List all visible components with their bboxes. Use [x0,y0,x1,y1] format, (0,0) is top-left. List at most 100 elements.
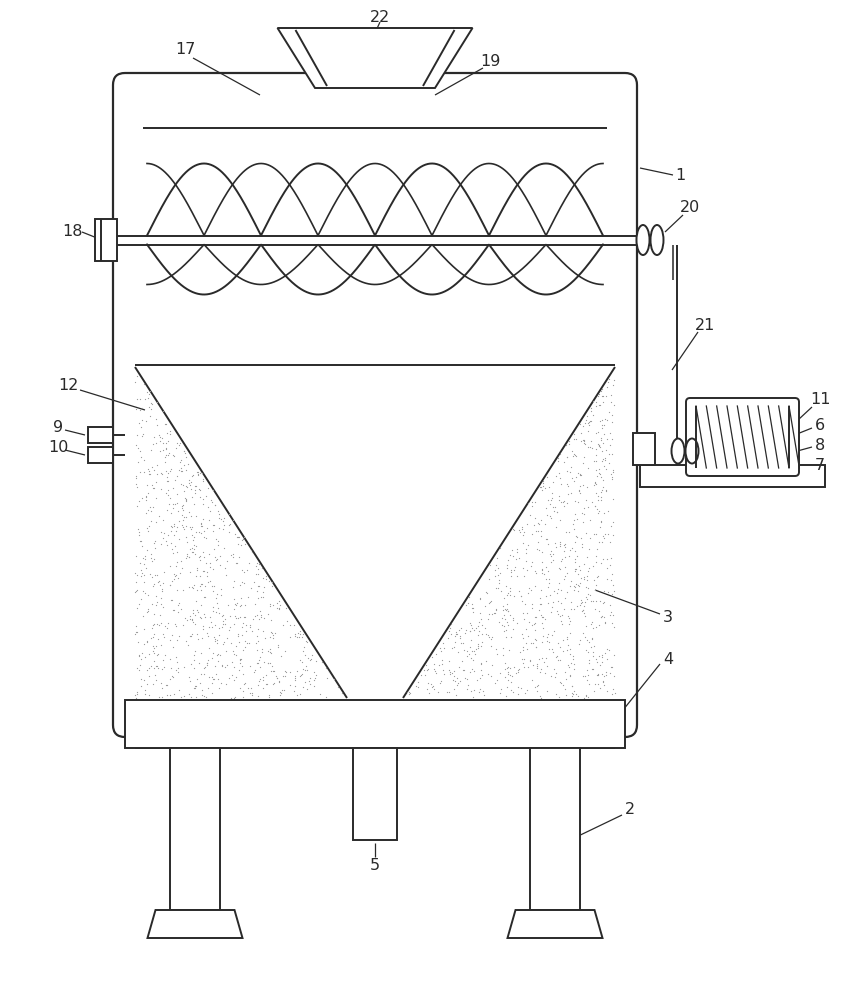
Point [212,605,226,621]
Point [594,492,608,508]
Point [587,453,601,469]
Point [477,598,491,614]
Point [562,542,576,558]
Point [542,575,556,591]
Point [517,659,531,675]
Point [575,505,589,521]
Point [141,604,155,620]
Point [153,607,167,623]
Point [577,571,591,587]
Point [594,609,608,625]
Point [222,670,236,686]
Point [251,621,265,637]
Point [141,502,155,518]
Point [250,642,264,658]
Point [578,594,592,610]
Point [171,664,185,680]
Point [225,667,239,683]
Point [595,482,609,498]
Point [195,630,209,646]
Point [291,625,305,641]
Point [141,587,155,603]
Point [178,490,192,506]
Point [237,529,251,545]
Point [233,549,247,565]
Point [505,668,519,684]
Point [434,673,448,689]
Point [228,608,242,624]
Point [150,417,164,433]
Point [456,635,470,651]
Point [590,468,604,484]
Point [589,651,603,667]
Point [592,617,606,633]
Point [453,630,467,646]
Point [427,656,441,672]
Point [567,582,581,598]
Point [522,537,536,553]
Point [573,632,587,648]
Point [534,528,548,544]
Point [535,544,549,560]
Point [562,464,576,480]
Point [186,614,200,630]
Point [248,662,262,678]
Point [514,680,528,696]
Point [442,684,456,700]
Point [561,449,575,465]
Point [161,482,175,498]
Text: 12: 12 [58,377,78,392]
Point [171,570,185,586]
Point [465,620,479,636]
Point [158,416,172,432]
Point [230,555,244,571]
Point [503,583,516,599]
Point [589,498,602,514]
Point [256,623,270,639]
Point [580,591,594,607]
Point [181,456,194,472]
Point [594,680,608,696]
Point [467,682,481,698]
Point [592,534,606,550]
Point [529,639,542,655]
Point [569,576,583,592]
Point [551,453,565,469]
Point [256,570,270,586]
Point [165,519,179,535]
Point [585,494,599,510]
Point [261,655,275,671]
Point [451,644,465,660]
Point [482,611,496,627]
Point [146,643,160,659]
Point [216,521,230,537]
Point [258,654,272,670]
Point [270,670,284,686]
Point [464,623,477,639]
Point [596,551,610,567]
Point [140,662,154,678]
Point [465,643,479,659]
Point [182,564,196,580]
Point [266,663,280,679]
Point [443,653,457,669]
Point [128,476,142,492]
Point [595,555,608,571]
Point [597,505,611,521]
Point [554,613,568,629]
Point [503,660,516,676]
Point [418,662,431,678]
Point [192,481,206,497]
Point [489,568,503,584]
Point [429,646,443,662]
Point [507,588,521,604]
Point [247,574,260,590]
Point [189,562,203,578]
Point [515,593,529,609]
Point [140,384,154,400]
Point [149,658,163,674]
Point [605,414,619,430]
Point [575,433,589,449]
Point [444,666,457,682]
Point [287,626,301,642]
